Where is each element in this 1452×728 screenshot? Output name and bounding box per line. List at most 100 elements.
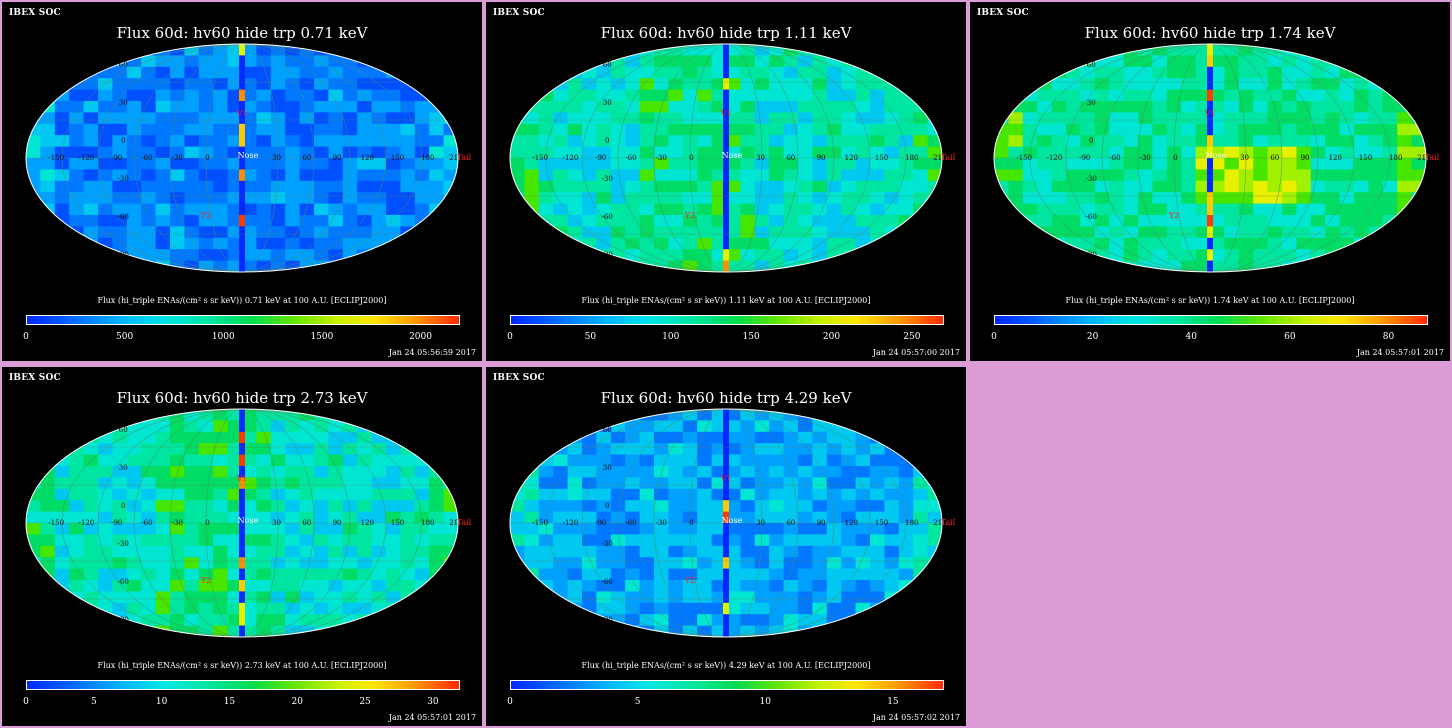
flux-pixel (40, 602, 56, 615)
flux-pixel (567, 431, 583, 444)
flux-pixel (184, 545, 200, 558)
flux-pixel (54, 409, 70, 421)
flux-pixel (54, 192, 70, 205)
flux-pixel (239, 146, 245, 159)
flux-pixel (239, 66, 245, 79)
flux-pixel (567, 44, 583, 56)
flux-pixel (1339, 169, 1355, 182)
flux-pixel (141, 557, 157, 570)
flux-pixel (198, 477, 214, 490)
flux-pixel (538, 101, 554, 113)
flux-pixel (841, 123, 857, 136)
flux-pixel (1152, 215, 1168, 227)
flux-pixel (668, 614, 684, 627)
latitude-label: 0 (121, 502, 125, 510)
flux-pixel (812, 523, 828, 535)
flux-pixel (256, 557, 272, 570)
flux-pixel (256, 203, 272, 216)
flux-pixel (1210, 169, 1225, 182)
flux-pixel (1166, 237, 1182, 250)
flux-pixel (927, 523, 942, 535)
flux-pixel (1066, 180, 1081, 193)
flux-pixel (1037, 112, 1053, 125)
flux-pixel (184, 192, 200, 205)
flux-pixel (371, 488, 387, 501)
flux-pixel (1267, 237, 1283, 250)
longitude-label: -60 (625, 154, 636, 162)
flux-pixel (1094, 215, 1110, 227)
flux-pixel (1339, 203, 1355, 216)
flux-pixel (386, 55, 401, 68)
flux-pixel (285, 431, 301, 444)
flux-pixel (1368, 123, 1384, 136)
flux-pixel (1123, 260, 1139, 272)
flux-pixel (213, 511, 229, 524)
flux-pixel (740, 158, 756, 170)
flux-pixel (1224, 169, 1240, 182)
flux-pixel (1037, 237, 1053, 250)
flux-pixel (256, 477, 272, 490)
flux-pixel (69, 89, 85, 102)
flux-pixel (285, 614, 301, 627)
flux-pixel (668, 511, 684, 524)
flux-pixel (170, 135, 185, 148)
flux-pixel (841, 477, 857, 490)
flux-pixel (270, 237, 286, 250)
flux-pixel (357, 523, 373, 535)
flux-pixel (1022, 135, 1038, 148)
flux-pixel (723, 568, 729, 581)
flux-pixel (812, 180, 828, 193)
flux-pixel (1354, 260, 1369, 272)
flux-pixel (227, 534, 243, 547)
flux-pixel (386, 112, 401, 125)
flux-pixel (639, 123, 655, 136)
flux-pixel (723, 488, 729, 501)
flux-pixel (328, 66, 344, 79)
flux-pixel (400, 146, 416, 159)
flux-pixel (582, 488, 597, 501)
flux-pixel (98, 511, 113, 524)
flux-pixel (740, 66, 756, 79)
flux-pixel (682, 545, 698, 558)
flux-pixel (1181, 180, 1197, 193)
flux-pixel (141, 66, 157, 79)
longitude-label: -150 (48, 519, 64, 527)
flux-pixel (227, 135, 243, 148)
flux-pixel (141, 568, 157, 581)
flux-pixel (98, 215, 113, 227)
flux-pixel (538, 454, 554, 467)
flux-pixel (342, 101, 358, 113)
flux-pixel (414, 180, 430, 193)
flux-pixel (40, 55, 56, 68)
flux-pixel (697, 89, 713, 102)
flux-pixel (414, 511, 430, 524)
flux-pixel (328, 523, 344, 535)
flux-pixel (682, 488, 698, 501)
flux-pixel (1238, 101, 1254, 113)
flux-pixel (242, 602, 257, 615)
flux-pixel (239, 409, 245, 421)
flux-pixel (553, 101, 569, 113)
flux-pixel (98, 180, 113, 193)
flux-pixel (654, 523, 669, 535)
flux-pixel (239, 454, 245, 467)
flux-pixel (1210, 203, 1225, 216)
flux-pixel (1339, 180, 1355, 193)
flux-pixel (155, 101, 171, 113)
flux-pixel (299, 580, 315, 592)
flux-pixel (898, 237, 914, 250)
flux-pixel (285, 591, 301, 604)
flux-pixel (654, 249, 669, 262)
flux-pixel (726, 443, 741, 456)
flux-pixel (1253, 89, 1269, 102)
flux-pixel (812, 169, 828, 182)
flux-pixel (1339, 89, 1355, 102)
flux-pixel (1282, 192, 1297, 205)
flux-pixel (1210, 112, 1225, 125)
flux-pixel (1210, 55, 1225, 68)
flux-pixel (242, 431, 257, 444)
flux-pixel (314, 511, 329, 524)
flux-pixel (1166, 101, 1182, 113)
voyager1-label: V1 (1204, 109, 1216, 118)
flux-pixel (112, 135, 128, 148)
